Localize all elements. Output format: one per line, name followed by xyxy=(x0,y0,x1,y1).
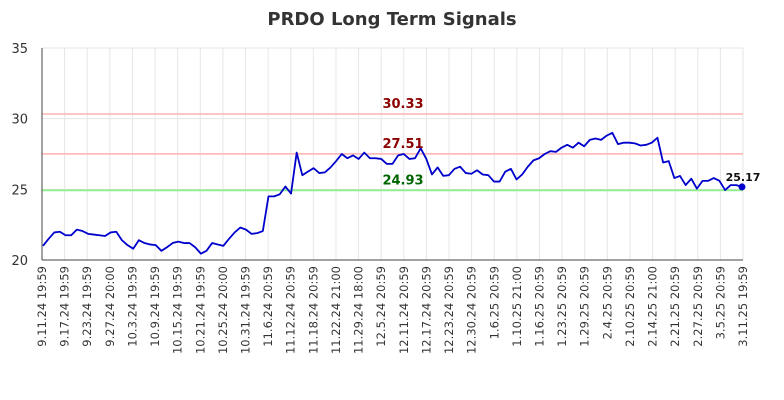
last-point-marker xyxy=(738,183,746,191)
last-value-label: 25.17 xyxy=(726,171,761,184)
x-tick-label: 2.27.25 20:59 xyxy=(691,266,705,347)
x-tick-label: 12.5.24 20:59 xyxy=(374,266,388,347)
x-tick-label: 1.6.25 20:59 xyxy=(487,266,501,339)
series-layer xyxy=(42,131,746,255)
x-tick-label: 3.11.25 19:59 xyxy=(736,266,750,347)
labels: 20 25 30 35 9.11.24 19:59 9.17.24 19:59 9.23.2… xyxy=(11,42,760,354)
x-tick-label: 2.21.25 20:59 xyxy=(668,266,682,347)
x-tick-label: 2.4.25 20:59 xyxy=(600,266,614,339)
x-tick-label: 10.15.24 19:59 xyxy=(171,266,185,354)
threshold-label: 27.51 xyxy=(382,137,423,152)
x-tick-label: 11.22.24 21:00 xyxy=(329,266,343,354)
axes xyxy=(41,48,743,261)
x-tick-label: 2.14.25 21:00 xyxy=(646,266,660,347)
y-tick-label: 35 xyxy=(11,42,28,57)
chart-title: PRDO Long Term Signals xyxy=(267,9,516,30)
series-line xyxy=(42,131,743,255)
x-tick-label: 1.10.25 21:00 xyxy=(510,266,524,347)
x-tick-label: 1.29.25 20:59 xyxy=(578,266,592,347)
x-tick-label: 3.5.25 20:59 xyxy=(713,266,727,339)
x-tick-label: 9.11.24 19:59 xyxy=(35,266,49,347)
x-tick-label: 9.27.24 20:00 xyxy=(103,266,117,347)
x-tick-label: 9.17.24 19:59 xyxy=(58,266,72,347)
threshold-label: 30.33 xyxy=(382,97,423,112)
x-tick-label: 11.6.24 20:59 xyxy=(261,266,275,347)
y-tick-label: 20 xyxy=(11,254,28,269)
x-tick-label: 10.25.24 20:00 xyxy=(216,266,230,354)
x-tick-label: 10.21.24 19:59 xyxy=(193,266,207,354)
x-tick-label: 11.29.24 18:00 xyxy=(352,266,366,354)
threshold-label: 24.93 xyxy=(382,173,423,188)
x-tick-label: 10.31.24 19:59 xyxy=(239,266,253,354)
y-tick-label: 25 xyxy=(11,183,28,198)
x-tick-label: 11.12.24 20:59 xyxy=(284,266,298,354)
x-tick-label: 12.23.24 20:59 xyxy=(442,266,456,354)
x-tick-label: 1.16.25 20:59 xyxy=(532,266,546,347)
x-tick-label: 12.30.24 20:59 xyxy=(465,266,479,354)
x-tick-label: 2.10.25 20:59 xyxy=(623,266,637,347)
x-tick-label: 10.3.24 19:59 xyxy=(125,266,139,347)
x-tick-label: 12.17.24 20:59 xyxy=(419,266,433,354)
x-tick-label: 11.18.24 20:59 xyxy=(306,266,320,354)
x-tick-label: 12.11.24 20:59 xyxy=(397,266,411,354)
x-tick-label: 10.9.24 19:59 xyxy=(148,266,162,347)
threshold-lines xyxy=(42,113,743,192)
x-tick-label: 1.23.25 20:59 xyxy=(555,266,569,347)
y-tick-label: 30 xyxy=(11,113,28,128)
x-tick-label: 9.23.24 19:59 xyxy=(80,266,94,347)
